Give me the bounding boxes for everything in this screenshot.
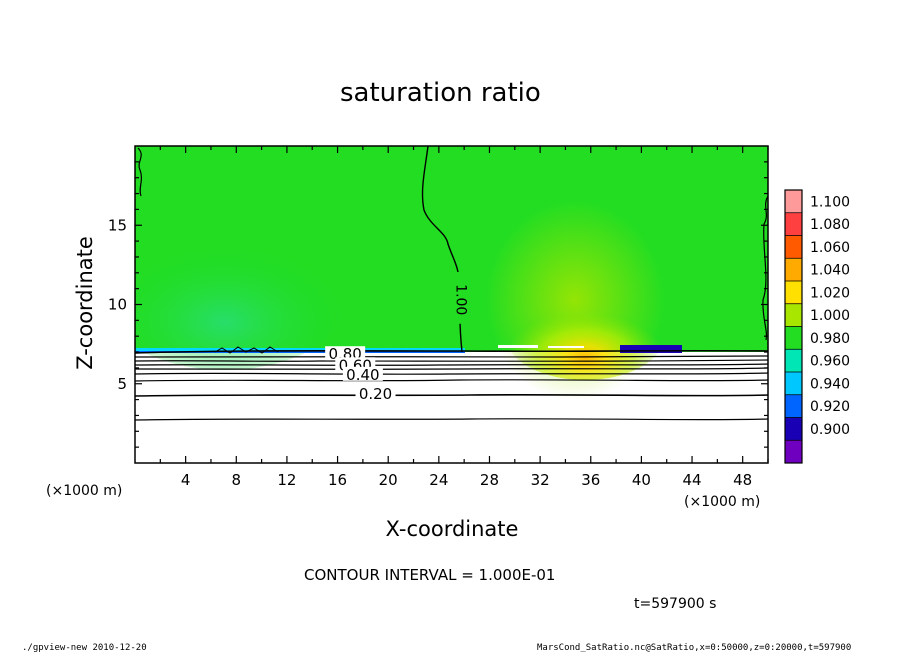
contour-050 [135,372,768,375]
colorbar-level-label: 0.920 [810,399,850,415]
contour-label-layer: 1.000.800.600.400.20 [325,275,470,403]
supersaturated-peak [505,290,665,380]
x-tick-label: 44 [682,471,701,489]
colorbar-level-label: 1.080 [810,217,850,233]
colorbar-segment [785,258,802,282]
svg-text:1.00: 1.00 [453,284,469,315]
footer-command: ./gpview-new 2010-12-20 [22,643,147,653]
contour-020 [135,393,768,397]
x-tick-label: 8 [232,471,242,489]
colorbar-segment [785,235,802,259]
contour-boundary [135,349,768,354]
contour-010 [135,418,768,421]
x-tick-label: 24 [429,471,448,489]
contour-090 [135,355,768,358]
x-tick-label: 16 [328,471,347,489]
colorbar-segment [785,303,802,327]
colorbar-level-label: 0.900 [810,422,850,438]
colorbar-level-label: 0.940 [810,376,850,392]
x-axis-title: X-coordinate [386,517,519,541]
colorbar-level-label: 0.960 [810,354,850,370]
plot-field [135,146,768,421]
x-tick-label: 40 [632,471,651,489]
colorbar-segment [785,394,802,418]
x-axis-unit: (×1000 m) [684,494,760,510]
y-tick-label: 15 [108,216,127,234]
x-tick-label: 36 [581,471,600,489]
colorbar-segment [785,212,802,236]
blue-boundary-band [135,351,465,353]
dark-blue-patch [620,345,682,353]
x-tick-label: 48 [733,471,752,489]
colorbar-level-label: 1.020 [810,285,850,301]
contour-100-upper [421,146,459,273]
x-axis-tick-labels: 4 8 12 16 20 24 28 32 36 40 44 48 [181,471,752,489]
y-tick-label: 5 [117,375,127,393]
colorbar-level-label: 1.100 [810,194,850,210]
colorbar-level-label: 1.000 [810,308,850,324]
colorbar-segment [785,326,802,350]
chart-title: saturation ratio [340,78,541,108]
y-tick-label: 10 [108,296,127,314]
colorbar [784,189,803,464]
colorbar-labels: 1.100 1.080 1.060 1.040 1.020 1.000 0.980 0.960… [810,194,850,438]
footer-source: MarsCond_SatRatio.nc@SatRatio,x=0:50000,… [537,643,852,653]
contour-label: 0.20 [355,385,396,403]
colorbar-segment [785,349,802,373]
contour-label: 0.40 [342,366,383,384]
cyan-boundary-band [135,348,465,352]
x-tick-label: 32 [531,471,550,489]
white-patch-2 [548,346,584,348]
colorbar-segment [785,190,802,214]
contour-070 [135,363,768,366]
colorbar-segment [785,281,802,305]
slightly-subsaturated-patch [135,210,355,370]
colorbar-level-label: 1.040 [810,263,850,279]
x-tick-label: 20 [379,471,398,489]
contour-040 [135,379,768,382]
contour-wiggle [214,346,279,354]
contour-label: 1.00 [453,275,470,324]
colorbar-segment [785,440,802,464]
colorbar-segment [785,417,802,441]
contour-interval-label: CONTOUR INTERVAL = 1.000E-01 [304,566,556,584]
y-axis-tick-labels: 5 10 15 [108,216,127,393]
contour-right-edge [762,195,768,341]
contour-left-edge [137,147,143,197]
time-label: t=597900 s [634,596,717,612]
white-patch [498,345,538,348]
x-tick-label: 4 [181,471,191,489]
y-axis-ticks [135,161,768,448]
y-axis-title: Z-coordinate [73,236,97,370]
x-tick-label: 28 [480,471,499,489]
colorbar-level-label: 0.980 [810,331,850,347]
colorbar-level-label: 1.060 [810,240,850,256]
x-tick-label: 12 [277,471,296,489]
colorbar-segment [785,372,802,396]
svg-text:0.20: 0.20 [359,385,392,403]
x-axis-ticks [159,146,769,463]
contour-060 [135,367,768,370]
svg-text:0.40: 0.40 [346,366,379,384]
y-axis-unit: (×1000 m) [46,483,122,499]
contour-lines [135,146,768,421]
